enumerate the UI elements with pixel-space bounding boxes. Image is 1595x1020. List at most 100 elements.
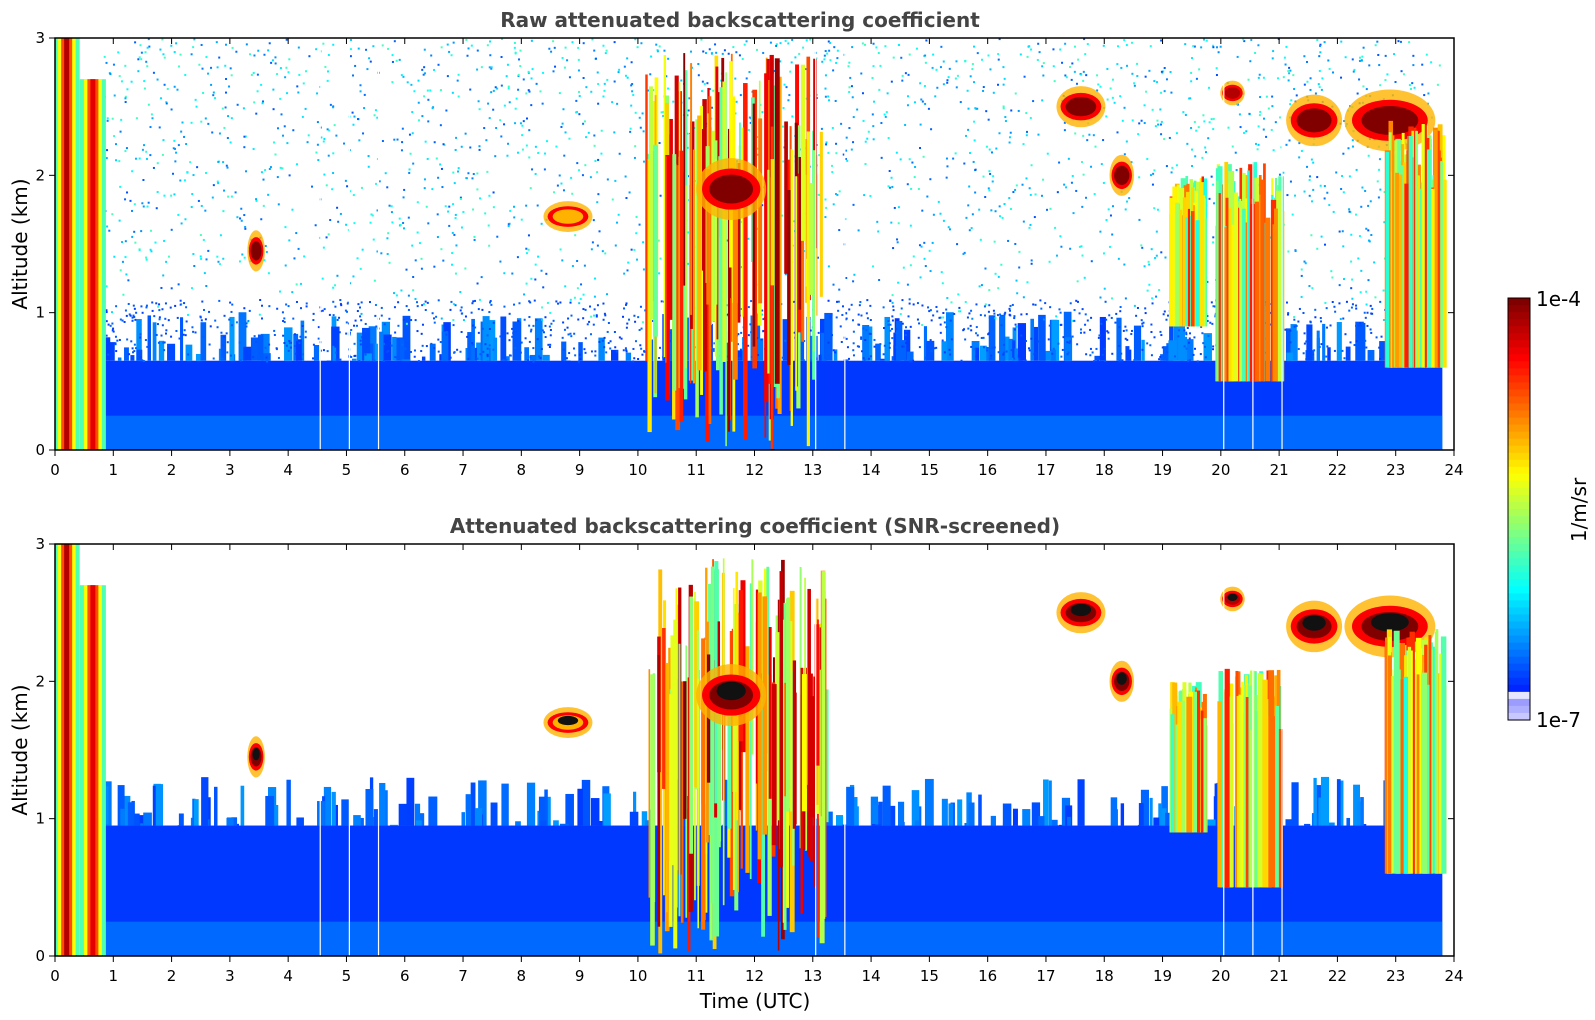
feature-cloud xyxy=(1220,586,1245,612)
colorbar-min-label: 1e-7 xyxy=(1536,708,1581,732)
colorbar-step xyxy=(1508,305,1530,313)
colorbar-step xyxy=(1508,670,1530,679)
x-tick-label: 24 xyxy=(1444,461,1463,479)
x-tick-label: 7 xyxy=(458,967,468,985)
x-tick-label: 11 xyxy=(687,461,706,479)
x-tick-label: 18 xyxy=(1095,967,1114,985)
x-tick-label: 20 xyxy=(1211,461,1230,479)
colorbar-step xyxy=(1508,459,1530,468)
colorbar-step xyxy=(1508,326,1530,334)
y-tick-label: 3 xyxy=(35,29,45,47)
x-tick-label: 16 xyxy=(978,461,997,479)
x-axis-ticks: 0 1 2 3 4 5 6 7 8 9 10 11 12 13 14 15 16 17 18 19 20 21 22 23 24 xyxy=(50,544,1464,985)
feature-cloud xyxy=(1220,80,1245,106)
x-tick-label: 9 xyxy=(575,461,585,479)
x-tick-label: 6 xyxy=(400,967,410,985)
colorbar-step xyxy=(1508,298,1530,306)
x-tick-label: 2 xyxy=(167,461,177,479)
colorbar-step xyxy=(1508,424,1530,433)
colorbar-step xyxy=(1508,347,1530,355)
chart-title: Attenuated backscattering coefficient (S… xyxy=(450,514,1060,538)
feature-cloud xyxy=(1286,94,1343,147)
x-tick-label: 4 xyxy=(283,967,293,985)
colorbar-step xyxy=(1508,705,1530,714)
colorbar-step xyxy=(1508,558,1530,566)
x-tick-label: 15 xyxy=(920,967,939,985)
colorbar-step xyxy=(1508,677,1530,686)
colorbar-step xyxy=(1508,368,1530,376)
colorbar-step xyxy=(1508,410,1530,419)
colorbar-step xyxy=(1508,487,1530,496)
feature-noise xyxy=(101,38,1441,363)
feature-plume xyxy=(79,585,106,956)
colorbar-step xyxy=(1508,621,1530,630)
x-tick-label: 15 xyxy=(920,461,939,479)
colorbar-step xyxy=(1508,635,1530,644)
colorbar-step xyxy=(1508,403,1530,412)
colorbar-step xyxy=(1508,361,1530,369)
feature-precipitation xyxy=(1384,120,1447,368)
x-tick-label: 10 xyxy=(628,461,647,479)
feature-cloud xyxy=(247,736,265,778)
colorbar-max-label: 1e-4 xyxy=(1536,287,1581,311)
colorbar-step xyxy=(1508,530,1530,538)
colorbar: 1e-4 1e-7 1/m/sr xyxy=(1507,287,1591,732)
x-tick-label: 13 xyxy=(803,461,822,479)
x-tick-label: 19 xyxy=(1153,461,1172,479)
x-tick-label: 5 xyxy=(342,967,352,985)
feature-precipitation xyxy=(1169,682,1208,833)
colorbar-step xyxy=(1508,600,1530,609)
colorbar-step xyxy=(1508,452,1530,461)
feature-precipitation xyxy=(1217,668,1283,888)
y-tick-label: 1 xyxy=(35,304,45,322)
y-tick-label: 2 xyxy=(35,672,45,690)
x-tick-label: 1 xyxy=(109,967,119,985)
x-tick-label: 13 xyxy=(803,967,822,985)
x-tick-label: 21 xyxy=(1270,967,1289,985)
x-tick-label: 19 xyxy=(1153,967,1172,985)
feature-cloud xyxy=(696,664,767,726)
colorbar-step xyxy=(1508,466,1530,475)
colorbar-step xyxy=(1508,572,1530,580)
x-tick-label: 23 xyxy=(1386,967,1405,985)
feature-cloud xyxy=(1109,154,1134,196)
colorbar-step xyxy=(1508,712,1530,721)
colorbar-step xyxy=(1508,684,1530,693)
x-tick-label: 17 xyxy=(1036,461,1055,479)
colorbar-step xyxy=(1508,438,1530,447)
panel-raw: Raw attenuated backscattering coefficien… xyxy=(8,8,1464,479)
colorbar-step xyxy=(1508,607,1530,616)
x-tick-label: 1 xyxy=(109,461,119,479)
x-tick-label: 17 xyxy=(1036,967,1055,985)
colorbar-step xyxy=(1508,614,1530,623)
colorbar-step xyxy=(1508,656,1530,665)
colorbar-step xyxy=(1508,551,1530,559)
y-axis-ticks: 0 1 2 3 xyxy=(35,535,1454,965)
colorbar-step xyxy=(1508,340,1530,348)
feature-cloud xyxy=(1056,592,1106,634)
colorbar-step xyxy=(1508,375,1530,383)
x-axis-ticks: 0 1 2 3 4 5 6 7 8 9 10 11 12 13 14 15 16 17 18 19 20 21 22 23 24 xyxy=(50,38,1464,479)
feature-precipitation xyxy=(1169,175,1208,327)
feature-cloud xyxy=(543,707,593,738)
colorbar-step xyxy=(1508,544,1530,552)
x-tick-label: 8 xyxy=(517,461,527,479)
x-tick-label: 8 xyxy=(517,967,527,985)
colorbar-step xyxy=(1508,565,1530,573)
feature-cloud xyxy=(543,201,593,232)
colorbar-step xyxy=(1508,691,1530,700)
feature-plume xyxy=(79,79,106,450)
panel-screened: Attenuated backscattering coefficient (S… xyxy=(8,514,1464,1013)
colorbar-step xyxy=(1508,516,1530,524)
x-tick-label: 14 xyxy=(862,461,881,479)
colorbar-step xyxy=(1508,382,1530,391)
x-tick-label: 10 xyxy=(628,967,647,985)
colorbar-step xyxy=(1508,417,1530,426)
colorbar-step xyxy=(1508,628,1530,637)
feature-cloud xyxy=(1286,600,1343,653)
x-tick-label: 20 xyxy=(1211,967,1230,985)
x-tick-label: 21 xyxy=(1270,461,1289,479)
x-tick-label: 22 xyxy=(1328,967,1347,985)
x-tick-label: 6 xyxy=(400,461,410,479)
